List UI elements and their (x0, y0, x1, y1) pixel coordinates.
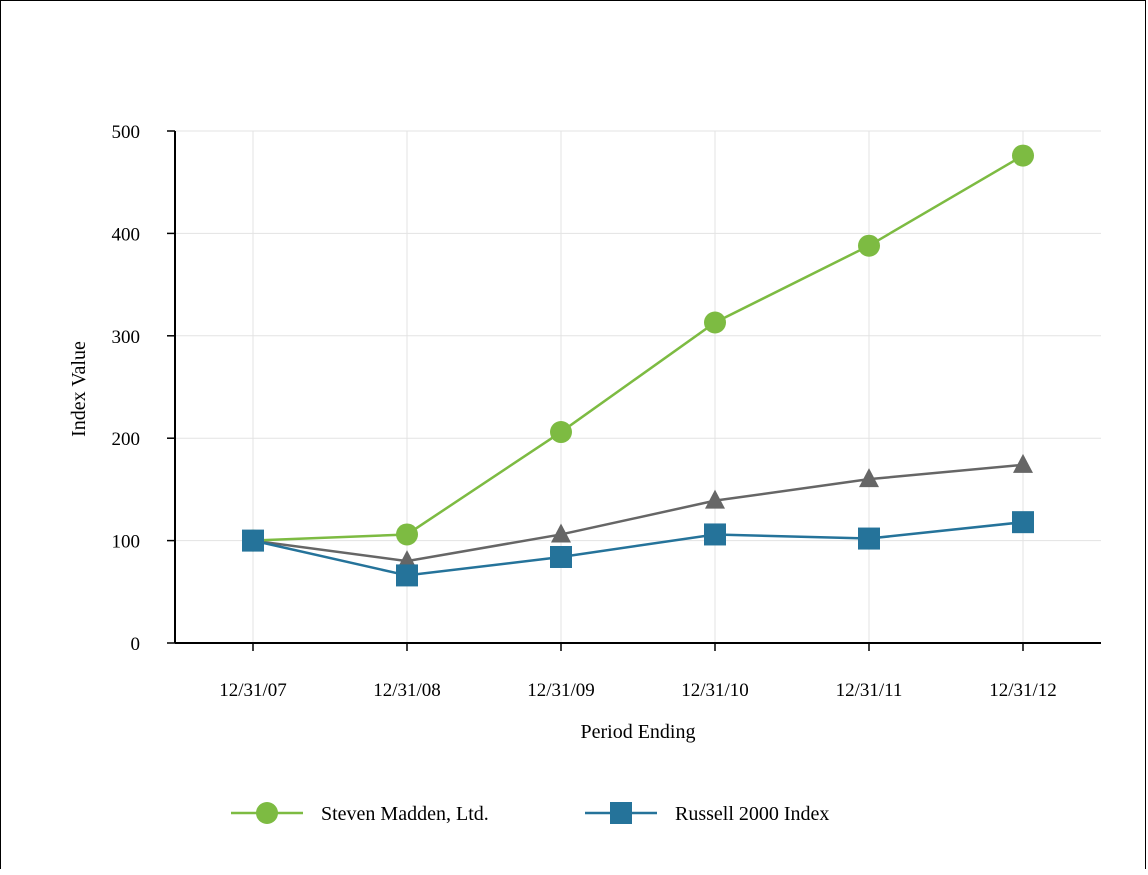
series-line-square (252, 520, 1024, 577)
data-point-triangle (1013, 453, 1033, 473)
data-point-square (396, 564, 418, 587)
data-point-square (704, 523, 726, 546)
data-point-square (1012, 511, 1034, 534)
x-tick-label: 12/31/08 (373, 680, 441, 701)
data-point-circle (550, 421, 572, 444)
data-point-triangle (859, 468, 879, 488)
series-line-triangle (252, 463, 1024, 563)
series-triangle (243, 453, 1033, 570)
x-tick-label: 12/31/11 (836, 680, 903, 701)
legend-marker-circle (256, 802, 278, 824)
data-point-triangle (705, 489, 725, 509)
data-point-circle (858, 234, 880, 257)
legend-label: Russell 2000 Index (675, 803, 829, 825)
data-point-triangle (551, 523, 571, 543)
data-point-circle (704, 311, 726, 334)
grid-lines (175, 130, 1101, 643)
series-square (242, 511, 1034, 587)
data-point-circle (396, 523, 418, 546)
axes (167, 130, 1101, 651)
legend-marker-square (610, 802, 632, 824)
data-point-square (242, 529, 264, 552)
x-tick-label: 12/31/10 (681, 680, 749, 701)
series-group (242, 144, 1034, 587)
legend: Steven Madden, Ltd. Russell 2000 Index (231, 802, 829, 825)
y-tick-label: 0 (131, 634, 141, 655)
x-tick-label: 12/31/07 (219, 680, 287, 701)
series-circle (242, 144, 1034, 552)
data-point-square (550, 545, 572, 568)
y-tick-label: 500 (112, 122, 141, 143)
legend-label: Steven Madden, Ltd. (321, 803, 489, 825)
data-point-circle (1012, 144, 1034, 167)
legend-item: Steven Madden, Ltd. (231, 802, 489, 825)
series-line-circle (252, 154, 1024, 542)
x-tick-label: 12/31/09 (527, 680, 595, 701)
y-axis-title: Index Value (68, 341, 90, 437)
y-tick-labels: 0 100 200 300 400 500 (112, 122, 141, 655)
x-tick-label: 12/31/12 (989, 680, 1057, 701)
data-point-square (858, 527, 880, 550)
data-point-triangle (397, 550, 417, 570)
y-tick-label: 200 (112, 429, 141, 450)
x-tick-labels: 12/31/07 12/31/08 12/31/09 12/31/10 12/31/11… (219, 680, 1057, 701)
x-axis-title: Period Ending (581, 721, 696, 743)
y-tick-label: 100 (112, 532, 141, 553)
legend-item: Russell 2000 Index (585, 802, 829, 825)
y-tick-label: 400 (112, 224, 141, 245)
y-tick-label: 300 (112, 327, 141, 348)
